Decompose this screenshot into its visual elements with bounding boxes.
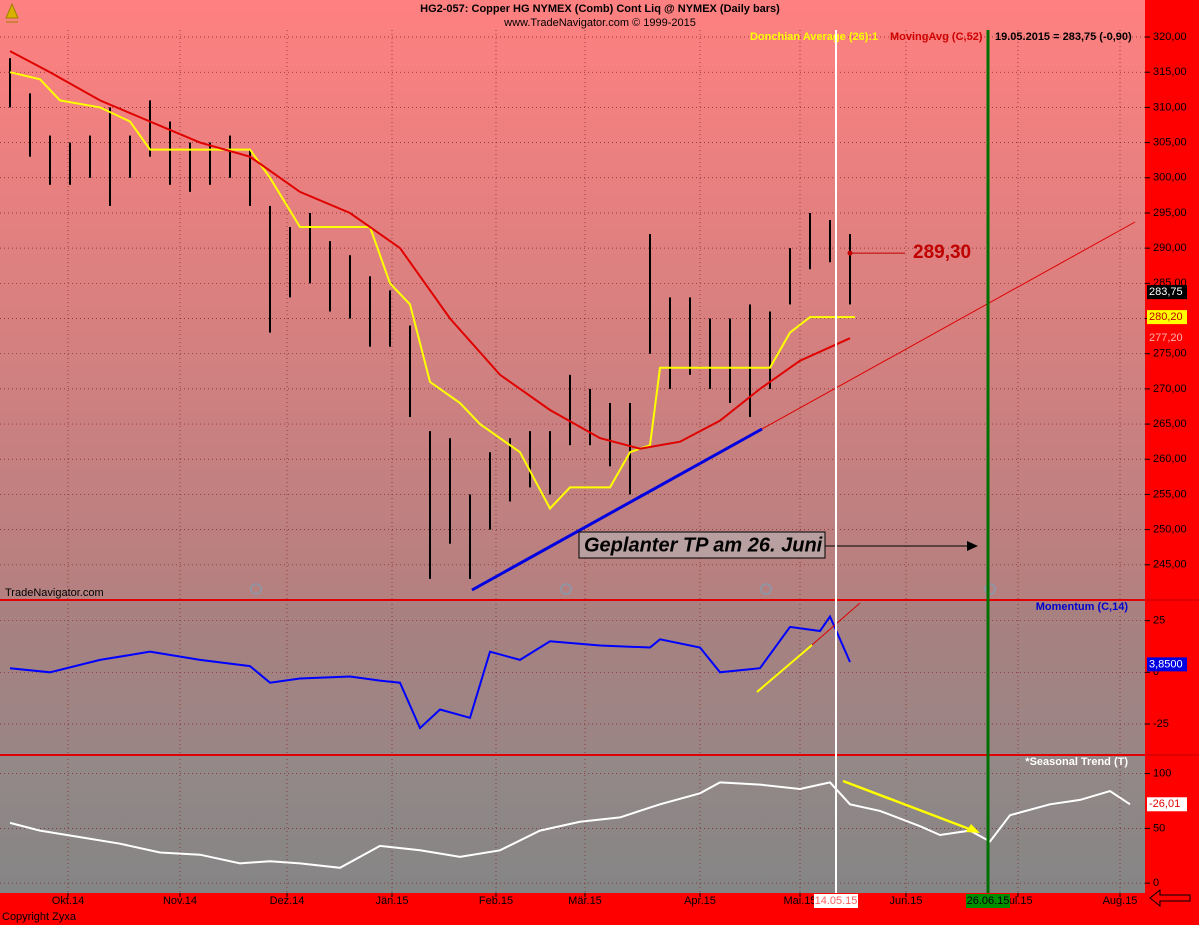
watermark: TradeNavigator.com: [5, 587, 104, 599]
note-box: [578, 531, 826, 559]
y-tick-label: 265,00: [1153, 418, 1187, 430]
note-arrow-head: [967, 541, 978, 551]
value-label: 280,20: [1149, 311, 1183, 323]
series-line: [9, 71, 855, 511]
y-tick-label: 300,00: [1153, 172, 1187, 184]
y-tick-label: 270,00: [1153, 383, 1187, 395]
chart-title: HG2-057: Copper HG NYMEX (Comb) Cont Liq…: [420, 3, 780, 15]
right-axis: [1145, 0, 1199, 925]
y-tick-label: 255,00: [1153, 488, 1187, 500]
y-tick-label: 315,00: [1153, 66, 1187, 78]
y-tick-label: 290,00: [1153, 242, 1187, 254]
x-tick-label: Jul.15: [1003, 895, 1032, 907]
series-line: [9, 781, 1131, 869]
logo: [5, 2, 19, 23]
seasonal-arrow: [842, 779, 973, 832]
momentum-panel: [0, 600, 1145, 755]
y-tick-label: 50: [1153, 822, 1165, 834]
marker-box: [814, 894, 858, 908]
x-tick-label: Jun.15: [889, 895, 922, 907]
panel-title: Momentum (C,14): [1036, 601, 1129, 613]
y-tick-label: 320,00: [1153, 31, 1187, 43]
y-tick-label: 100: [1153, 768, 1171, 780]
y-tick-label: 245,00: [1153, 559, 1187, 571]
y-tick-label: 0: [1153, 877, 1159, 889]
x-tick-label: Okt.14: [52, 895, 84, 907]
y-tick-label: 25: [1153, 615, 1165, 627]
momentum-trendline: [756, 644, 813, 693]
x-tick-label: Aug.15: [1103, 895, 1138, 907]
value-box: [1147, 310, 1187, 325]
y-tick-label: 0: [1153, 666, 1159, 678]
y-tick-label: 275,00: [1153, 348, 1187, 360]
x-tick-label: Mär.15: [568, 895, 602, 907]
value-label: 277,20: [1149, 332, 1183, 344]
value-box: [1147, 657, 1187, 672]
panel-title: *Seasonal Trend (T): [1025, 756, 1128, 768]
legend-entry: Donchian Average (26):1: [750, 31, 878, 43]
annotation-label: 289,30: [913, 242, 971, 263]
x-tick-label: Nov.14: [163, 895, 197, 907]
y-tick-label: -25: [1153, 718, 1169, 730]
grid: 245,00 250,00 255,00 260,00 265,00 270,00 275,…: [0, 30, 1187, 893]
legend-entry: MovingAvg (C,52): [890, 31, 983, 43]
scroll-arrow[interactable]: [1149, 888, 1191, 908]
price-panel: [0, 0, 1145, 600]
y-tick-label: 310,00: [1153, 101, 1187, 113]
value-label: 3,8500: [1149, 658, 1183, 670]
y-tick-label: 250,00: [1153, 524, 1187, 536]
plot: [9, 50, 1131, 869]
copyright: Copyright Zyxa: [2, 911, 77, 923]
x-tick-label: Apr.15: [684, 895, 716, 907]
header-readout: 19.05.2015 = 283,75 (-0,90): [995, 31, 1132, 43]
x-tick-label: Dez.14: [270, 895, 305, 907]
seasonal-arrow-head: [966, 824, 980, 833]
value-box: [1147, 797, 1187, 812]
x-tick-label: Feb.15: [479, 895, 513, 907]
cycle-markers: [250, 583, 996, 595]
marker-label: 14.05.15: [815, 895, 858, 907]
x-tick-label: Jän.15: [375, 895, 408, 907]
series-line: [9, 614, 851, 730]
last-price-box: [1147, 285, 1187, 300]
resistance-trendline: [761, 221, 1136, 430]
x-tick-label: Mai.15: [783, 895, 816, 907]
annotation-dot: [847, 250, 853, 256]
note: Geplanter TP am 26. Juni: [584, 534, 823, 556]
y-tick-label: 295,00: [1153, 207, 1187, 219]
y-tick-label: 260,00: [1153, 453, 1187, 465]
marker-label: 26.06.15: [967, 895, 1010, 907]
y-tick-label: 305,00: [1153, 136, 1187, 148]
marker-box: [966, 894, 1010, 908]
value-label: -26,01: [1149, 798, 1180, 810]
support-trendline: [471, 427, 763, 592]
last-price-label: 283,75: [1149, 286, 1183, 298]
chart-subtitle: www.TradeNavigator.com © 1999-2015: [503, 17, 696, 29]
series-line: [9, 50, 851, 450]
